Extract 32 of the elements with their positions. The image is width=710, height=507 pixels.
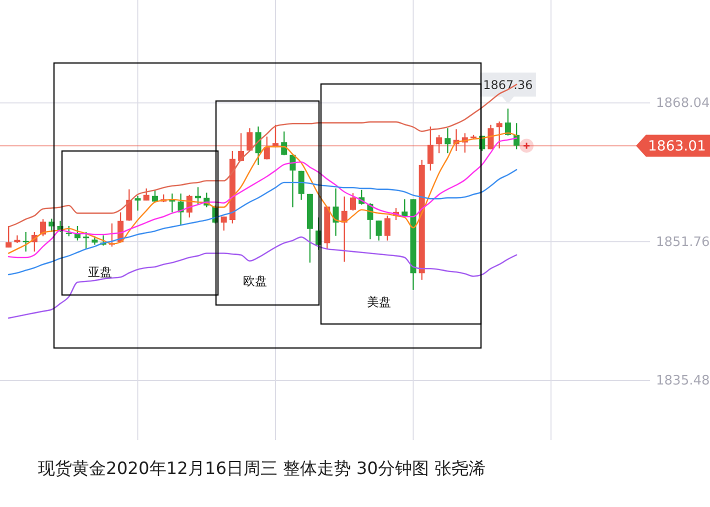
candlestick <box>384 215 390 242</box>
candlestick <box>246 128 253 152</box>
candlestick <box>152 189 158 203</box>
annotation: 欧盘 <box>243 274 267 288</box>
candlestick <box>143 188 150 202</box>
candlestick <box>504 108 511 136</box>
annotation: 美盘 <box>367 295 391 309</box>
candlestick <box>40 218 46 237</box>
candlestick <box>126 188 132 222</box>
candlestick <box>350 192 356 212</box>
candlestick <box>6 225 12 248</box>
candlestick <box>298 170 304 200</box>
candlestick <box>83 231 90 250</box>
annotation: 1867.36 <box>483 78 533 92</box>
candlestick <box>220 216 227 232</box>
candlestick <box>255 126 262 166</box>
y-tick-label: 1868.04 <box>656 96 710 111</box>
candlestick <box>376 220 382 242</box>
ref-line-label: 1863.01 <box>648 138 706 155</box>
candlestick <box>264 136 270 160</box>
line-series <box>8 236 518 319</box>
text: 现货黄金2020年12月16日周三 整体走势 30分钟图 张尧浠 <box>38 459 486 479</box>
candlestick <box>436 134 442 154</box>
candlestick <box>444 128 451 154</box>
candlestick <box>496 120 502 149</box>
candlestick <box>427 126 434 172</box>
annotation: 亚盘 <box>88 265 112 279</box>
candlestick <box>134 195 141 212</box>
line-series <box>8 169 518 276</box>
candlestick <box>332 188 339 236</box>
y-tick-label: 1835.48 <box>656 374 710 389</box>
y-tick-label: 1851.76 <box>656 234 710 250</box>
